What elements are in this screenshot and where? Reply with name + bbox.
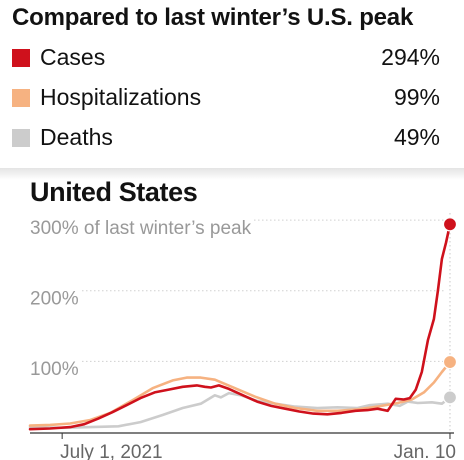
x-tick-label-0: July 1, 2021 xyxy=(60,442,162,460)
legend-value-hospitalizations: 99% xyxy=(393,84,440,110)
chart-title: United States xyxy=(30,177,198,207)
summary-title: Compared to last winter’s U.S. peak xyxy=(12,4,414,31)
summary-callout: Compared to last winter’s U.S. peak Case… xyxy=(0,0,464,168)
y-tick-label-bg-1 xyxy=(28,288,81,310)
y-tick-label-bg-0 xyxy=(28,359,81,381)
legend-label-hospitalizations: Hospitalizations xyxy=(40,84,202,110)
legend-value-deaths: 49% xyxy=(393,124,440,150)
y-tick-label-300: 300% of last winter’s peak xyxy=(30,218,252,239)
hospitalizations-swatch-icon xyxy=(12,89,30,107)
legend-label-deaths: Deaths xyxy=(40,124,113,150)
label-layer: 100% 200% 300% of last winter’s peak July 1… xyxy=(30,218,456,460)
x-tick-label-1: Jan. 10 xyxy=(394,442,456,460)
marker-layer xyxy=(442,217,458,405)
end-marker-cases xyxy=(442,217,458,232)
legend-row-deaths: Deaths 49% xyxy=(12,122,440,154)
cases-swatch-icon xyxy=(12,49,30,67)
series-layer xyxy=(28,223,452,431)
legend-row-cases: Cases 294% xyxy=(12,42,440,74)
deaths-swatch-icon xyxy=(12,129,30,147)
series-line-deaths xyxy=(28,391,452,430)
y-tick-label-200: 200% xyxy=(30,289,79,310)
end-marker-deaths xyxy=(442,390,458,405)
grid-layer xyxy=(28,213,454,439)
end-marker-hospitalizations xyxy=(442,354,458,370)
y-tick-label-bg-2 xyxy=(28,217,254,239)
legend-value-cases: 294% xyxy=(381,44,440,70)
series-line-cases xyxy=(28,223,452,431)
legend-label-cases: Cases xyxy=(40,44,106,70)
legend-row-hospitalizations: Hospitalizations 99% xyxy=(12,82,440,114)
callout-divider xyxy=(0,168,464,180)
y-tick-label-100: 100% xyxy=(30,359,79,380)
